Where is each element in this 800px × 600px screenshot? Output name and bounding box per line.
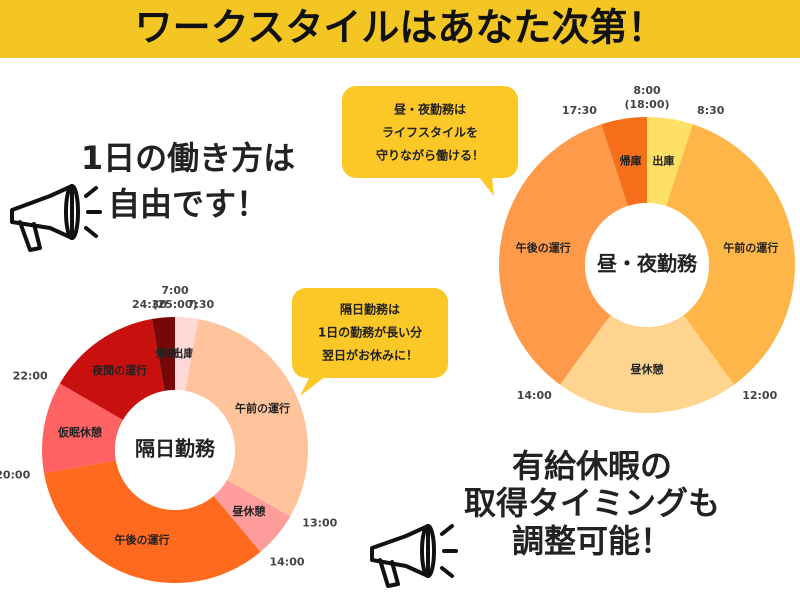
segment-label: 午後の運行 xyxy=(114,533,169,547)
donut-segment xyxy=(41,383,124,474)
donut-segment xyxy=(44,460,261,583)
boundary-label: 14:00 xyxy=(517,389,552,402)
boundary-label: 7:30 xyxy=(187,298,215,311)
boundary-label: 17:30 xyxy=(562,104,597,117)
boundary-label: 14:00 xyxy=(269,556,304,569)
boundary-label: 22:00 xyxy=(13,370,48,383)
bubble-line: 隔日勤務は xyxy=(340,302,400,317)
donut-segment xyxy=(213,480,291,552)
boundary-label: 12:00 xyxy=(742,389,777,402)
donut-segment xyxy=(151,317,175,391)
boundary-label: 7:00 xyxy=(161,284,189,297)
bubble-line: 1日の勤務が長い分 xyxy=(318,325,422,340)
megaphone-icon xyxy=(370,524,458,588)
segment-label: 夜間の運行 xyxy=(91,363,147,377)
donut-segment xyxy=(59,319,165,420)
message-line: 自由です！ xyxy=(108,185,268,223)
donut-hole xyxy=(585,203,709,327)
bubble-line: ライフスタイルを xyxy=(382,126,478,140)
boundary-label: 13:00 xyxy=(302,517,337,530)
donut-segment xyxy=(175,317,199,391)
segment-label: 出庫 xyxy=(652,153,674,167)
header-band xyxy=(0,0,800,58)
bubble-line: 昼・夜勤務は xyxy=(393,102,466,117)
segment-label: 帰庫 xyxy=(156,346,178,360)
donut-segment xyxy=(666,124,796,385)
segment-label: 午後の運行 xyxy=(516,241,571,255)
segment-label: 昼休憩 xyxy=(630,362,664,376)
segment-label: 仮眠休憩 xyxy=(57,425,102,439)
boundary-label: (18:00) xyxy=(624,98,669,111)
boundary-label: 8:00 xyxy=(633,84,661,97)
donut-segment xyxy=(647,117,693,207)
donut-segment xyxy=(185,319,308,517)
message-line: 1日の働き方は xyxy=(81,139,295,177)
segment-label: 帰庫 xyxy=(620,153,642,167)
donut-segment xyxy=(601,117,647,207)
boundary-label: 8:30 xyxy=(697,104,725,117)
segment-label: 昼休憩 xyxy=(231,504,265,518)
boundary-label: 24:30 xyxy=(132,298,167,311)
bubble-line: 守りながら働ける！ xyxy=(376,148,484,163)
message-line: 有給休暇の xyxy=(512,447,672,485)
segment-label: 出庫 xyxy=(172,346,194,360)
callout-bubble: 隔日勤務は 1日の勤務が長い分 翌日がお休みに！ xyxy=(292,288,448,396)
boundary-label: 20:00 xyxy=(0,469,31,482)
message-line: 取得タイミングも xyxy=(464,484,720,522)
donut-segment xyxy=(560,315,734,413)
header-title: ワークスタイルはあなた次第！ xyxy=(135,6,666,50)
callout-bubble: 昼・夜勤務は ライフスタイルを 守りながら働ける！ xyxy=(342,86,518,196)
donut-hole xyxy=(115,390,235,510)
segment-label: 午前の運行 xyxy=(723,241,778,255)
boundary-label: (25:00) xyxy=(152,298,197,311)
bubble-line: 翌日がお休みに！ xyxy=(322,348,418,363)
center-label: 昼・夜勤務 xyxy=(597,252,698,276)
message-line: 調整可能！ xyxy=(512,522,672,560)
donut-segment xyxy=(499,124,628,385)
center-label: 隔日勤務 xyxy=(135,437,216,461)
megaphone-icon xyxy=(10,184,102,252)
segment-label: 午前の運行 xyxy=(235,401,290,415)
